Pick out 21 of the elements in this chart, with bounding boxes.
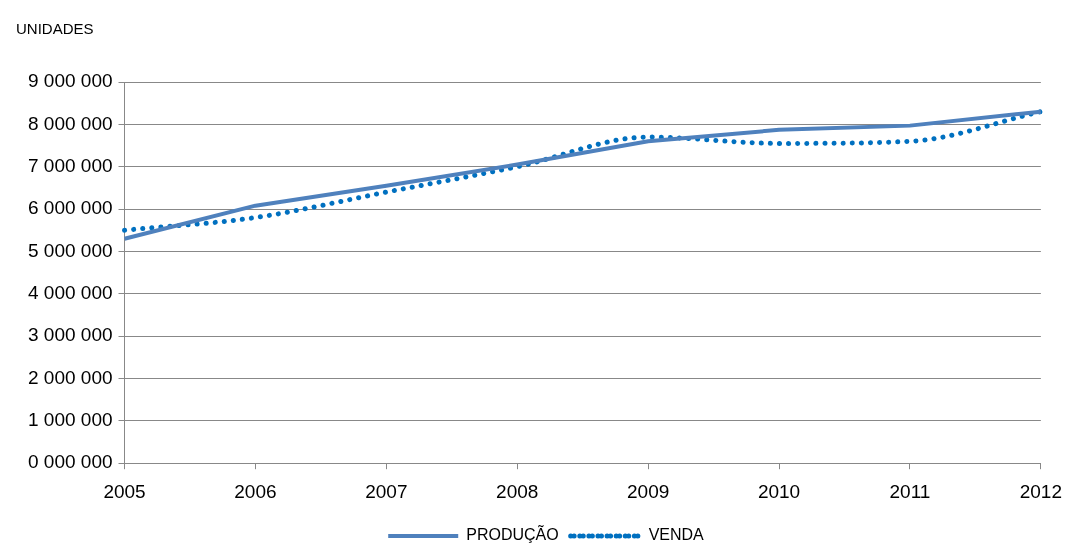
y-axis-title: UNIDADES xyxy=(16,20,94,37)
y-tick-label: 8 000 000 xyxy=(27,112,113,134)
x-tick-label: 2006 xyxy=(234,480,277,502)
y-tick-label: 2 000 000 xyxy=(27,366,113,388)
y-tick-label: 1 000 000 xyxy=(27,409,113,431)
y-tick-label: 4 000 000 xyxy=(27,282,113,304)
legend-label: PRODUÇÃO xyxy=(466,524,559,544)
x-tick-label: 2011 xyxy=(889,480,931,502)
x-tick-label: 2010 xyxy=(757,480,801,502)
x-tick-label: 2007 xyxy=(365,480,408,502)
x-tick-label: 2012 xyxy=(1019,480,1063,502)
y-tick-label: 3 000 000 xyxy=(27,324,113,346)
y-tick-label: 0 000 000 xyxy=(27,451,113,473)
x-tick-label: 2009 xyxy=(627,480,670,502)
y-tick-label: 9 000 000 xyxy=(27,70,113,92)
x-tick-label: 2008 xyxy=(496,480,539,502)
x-tick-label: 2005 xyxy=(103,480,146,502)
legend-label: VENDA xyxy=(648,526,705,544)
y-tick-label: 5 000 000 xyxy=(27,239,113,261)
y-tick-label: 6 000 000 xyxy=(27,197,113,219)
y-tick-label: 7 000 000 xyxy=(27,154,113,176)
